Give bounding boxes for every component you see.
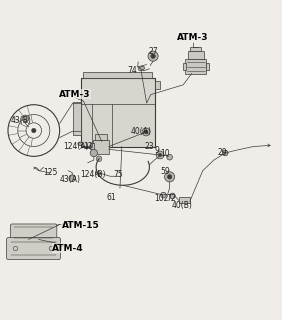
Ellipse shape	[96, 172, 101, 175]
Text: 43(A): 43(A)	[60, 175, 81, 184]
Text: 124(A): 124(A)	[63, 142, 89, 151]
Text: 61: 61	[107, 193, 116, 202]
Bar	[179, 197, 190, 204]
Circle shape	[167, 154, 172, 160]
Bar	[95, 134, 107, 140]
Circle shape	[148, 51, 158, 61]
Text: 102: 102	[154, 194, 168, 203]
Text: 43(B): 43(B)	[10, 116, 31, 125]
Text: 74: 74	[127, 66, 137, 75]
Circle shape	[158, 153, 162, 156]
Text: ATM-3: ATM-3	[177, 33, 209, 43]
Circle shape	[168, 175, 172, 179]
Bar	[83, 72, 152, 78]
Bar	[183, 63, 186, 69]
FancyBboxPatch shape	[6, 237, 60, 260]
Text: 59: 59	[161, 167, 171, 176]
Bar	[81, 78, 155, 147]
Circle shape	[151, 54, 155, 59]
Bar	[206, 63, 209, 69]
Text: 75: 75	[113, 170, 123, 179]
Text: 13: 13	[83, 142, 92, 151]
Text: 27: 27	[149, 47, 158, 56]
Text: 72: 72	[166, 194, 176, 203]
Text: ATM-3: ATM-3	[59, 90, 91, 99]
Circle shape	[165, 172, 175, 182]
Circle shape	[96, 156, 102, 162]
Text: 124(B): 124(B)	[81, 170, 106, 179]
Circle shape	[142, 128, 150, 136]
Circle shape	[22, 115, 29, 122]
Text: 23: 23	[144, 142, 154, 151]
Bar	[190, 47, 201, 52]
Circle shape	[144, 130, 148, 134]
Circle shape	[222, 150, 228, 156]
Text: ATM-15: ATM-15	[62, 220, 100, 230]
FancyBboxPatch shape	[10, 224, 57, 241]
Text: ATM-4: ATM-4	[52, 244, 84, 253]
Text: 40(A): 40(A)	[131, 127, 151, 136]
Bar	[185, 59, 206, 74]
Circle shape	[69, 175, 76, 182]
Bar	[188, 52, 204, 59]
Text: 10: 10	[160, 149, 170, 158]
Bar	[93, 140, 109, 154]
Circle shape	[169, 193, 175, 199]
Text: 9: 9	[155, 146, 159, 155]
Circle shape	[156, 151, 164, 159]
Bar	[73, 102, 81, 135]
Text: 125: 125	[43, 168, 58, 177]
Ellipse shape	[78, 142, 83, 145]
Circle shape	[90, 149, 98, 156]
Circle shape	[161, 192, 166, 198]
Text: 40(B): 40(B)	[172, 201, 193, 210]
Bar	[91, 143, 94, 149]
Bar	[155, 81, 160, 89]
Text: 29: 29	[218, 148, 227, 157]
Ellipse shape	[138, 66, 145, 71]
Circle shape	[32, 128, 36, 133]
